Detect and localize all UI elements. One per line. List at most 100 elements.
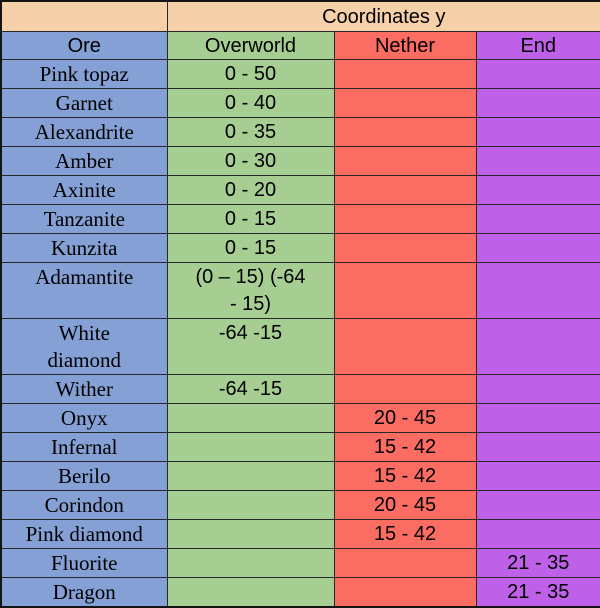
end-value-cell	[475, 262, 600, 319]
col-header-ore: Ore	[0, 31, 168, 60]
ore-name-cell: Alexandrite	[0, 117, 168, 147]
table-body: Pink topaz 0 - 50 Garnet 0 - 40 Alexandr…	[0, 59, 600, 608]
ore-name-cell: White diamond	[0, 318, 168, 375]
table-row: Fluorite 21 - 35	[0, 548, 600, 578]
ore-name-cell: Wither	[0, 374, 168, 404]
ore-name-cell: Pink topaz	[0, 59, 168, 89]
table-row: Garnet 0 - 40	[0, 88, 600, 118]
ore-name-cell: Adamantite	[0, 262, 168, 319]
empty-corner-cell	[0, 0, 168, 32]
overworld-value: 0 - 50	[224, 63, 277, 85]
table-row: White diamond -64 -15	[0, 318, 600, 375]
ore-name: Kunzita	[51, 236, 118, 260]
nether-value-cell	[333, 59, 477, 89]
nether-value-cell	[333, 88, 477, 118]
end-value-cell	[475, 403, 600, 433]
overworld-value: -64 -15	[218, 322, 283, 344]
overworld-value-cell	[166, 432, 335, 462]
table-row: Berilo 15 - 42	[0, 461, 600, 491]
ore-name: Pink topaz	[39, 62, 129, 86]
table-row: Axinite 0 - 20	[0, 175, 600, 205]
end-value-cell	[475, 204, 600, 234]
ore-name: Pink diamond	[25, 522, 143, 546]
end-value-cell	[475, 175, 600, 205]
end-value-cell	[475, 59, 600, 89]
nether-value-cell	[333, 577, 477, 608]
table-row: Adamantite (0 – 15) (-64 - 15)	[0, 262, 600, 319]
ore-name-cell: Garnet	[0, 88, 168, 118]
end-value-cell	[475, 432, 600, 462]
end-value-cell	[475, 490, 600, 520]
overworld-value-cell: 0 - 50	[166, 59, 335, 89]
table-row: Amber 0 - 30	[0, 146, 600, 176]
nether-value: 15 - 42	[373, 523, 437, 545]
table-row: Infernal 15 - 42	[0, 432, 600, 462]
ore-name: Tanzanite	[43, 207, 125, 231]
ore-name: Alexandrite	[34, 120, 134, 144]
ore-name-cell: Berilo	[0, 461, 168, 491]
table-title: Coordinates y	[166, 0, 600, 32]
table-row: Kunzita 0 - 15	[0, 233, 600, 263]
overworld-value-cell: -64 -15	[166, 374, 335, 404]
overworld-value: 0 - 15	[224, 237, 277, 259]
end-value-cell	[475, 374, 600, 404]
overworld-value-cell	[166, 548, 335, 578]
nether-value-cell	[333, 318, 477, 375]
table-row: Alexandrite 0 - 35	[0, 117, 600, 147]
table-row: Pink topaz 0 - 50	[0, 59, 600, 89]
ore-name: Adamantite	[35, 265, 134, 289]
ore-name: Berilo	[58, 464, 111, 488]
overworld-value-cell	[166, 577, 335, 608]
nether-value-cell: 20 - 45	[333, 490, 477, 520]
nether-value: 15 - 42	[373, 465, 437, 487]
overworld-value-cell: 0 - 20	[166, 175, 335, 205]
overworld-value-cell: -64 -15	[166, 318, 335, 375]
ore-name: Corindon	[44, 493, 124, 517]
ore-name-cell: Onyx	[0, 403, 168, 433]
table-row: Pink diamond 15 - 42	[0, 519, 600, 549]
end-value-cell	[475, 233, 600, 263]
nether-value: 20 - 45	[373, 494, 437, 516]
ore-name: Axinite	[52, 178, 116, 202]
end-value-cell	[475, 88, 600, 118]
end-value-cell: 21 - 35	[475, 577, 600, 608]
nether-value-cell	[333, 548, 477, 578]
ore-name-cell: Pink diamond	[0, 519, 168, 549]
table-row: Corindon 20 - 45	[0, 490, 600, 520]
end-value-cell	[475, 318, 600, 375]
overworld-value-cell	[166, 490, 335, 520]
overworld-value: 0 - 35	[224, 121, 277, 143]
table-row: Onyx 20 - 45	[0, 403, 600, 433]
ore-name-cell: Infernal	[0, 432, 168, 462]
end-value-cell	[475, 146, 600, 176]
overworld-value: 0 - 15	[224, 208, 277, 230]
ore-name-cell: Dragon	[0, 577, 168, 608]
title-row: Coordinates y	[0, 0, 600, 32]
overworld-value-cell	[166, 519, 335, 549]
col-header-nether: Nether	[333, 31, 477, 60]
nether-value-cell: 15 - 42	[333, 432, 477, 462]
col-header-end: End	[475, 31, 600, 60]
table-row: Wither -64 -15	[0, 374, 600, 404]
overworld-value: -64 -15	[218, 378, 283, 400]
ore-name-cell: Fluorite	[0, 548, 168, 578]
overworld-value-cell: 0 - 15	[166, 204, 335, 234]
ore-name-cell: Corindon	[0, 490, 168, 520]
nether-value-cell	[333, 204, 477, 234]
ore-name: Wither	[55, 377, 113, 401]
overworld-value-cell: 0 - 40	[166, 88, 335, 118]
ore-name-cell: Tanzanite	[0, 204, 168, 234]
nether-value-cell: 15 - 42	[333, 461, 477, 491]
table-row: Tanzanite 0 - 15	[0, 204, 600, 234]
ore-name: Onyx	[60, 406, 108, 430]
nether-value: 20 - 45	[373, 407, 437, 429]
overworld-value-cell: 0 - 30	[166, 146, 335, 176]
overworld-value: (0 – 15) (-64 - 15)	[195, 266, 306, 315]
end-value-cell	[475, 519, 600, 549]
end-value-cell	[475, 461, 600, 491]
nether-value-cell	[333, 175, 477, 205]
overworld-value-cell: 0 - 15	[166, 233, 335, 263]
overworld-value-cell: 0 - 35	[166, 117, 335, 147]
overworld-value-cell	[166, 461, 335, 491]
